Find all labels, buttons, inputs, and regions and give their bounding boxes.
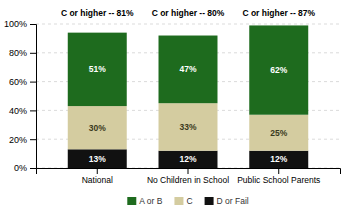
data-label: 12%: [179, 154, 196, 164]
y-tick: 20%: [9, 135, 36, 145]
y-tick-label: 60%: [9, 77, 27, 87]
bar: [68, 149, 127, 168]
legend-item: C: [174, 196, 192, 206]
x-tick-label: Public School Parents: [237, 175, 320, 185]
legend-label: D or Fail: [217, 196, 249, 206]
bar: [249, 151, 308, 168]
y-tick-label: 40%: [9, 106, 27, 116]
annotation: C or higher -- 80%: [152, 8, 225, 18]
legend-item: D or Fail: [205, 196, 249, 206]
y-axis: 0% 20% 40% 60% 80% 100%: [4, 19, 37, 173]
legend-swatch: [174, 197, 183, 205]
annotation: C or higher -- 81%: [61, 8, 134, 18]
bar: [249, 115, 308, 151]
plot: 0% 20% 40% 60% 80% 100% National No Children in…: [4, 8, 341, 185]
bar: [159, 103, 218, 151]
y-tick: 40%: [9, 106, 36, 116]
x-tick-mark: [278, 168, 279, 174]
x-axis: National No Children in School Public Scho…: [37, 168, 341, 185]
data-label: 47%: [179, 64, 196, 74]
x-tick: Public School Parents: [237, 168, 320, 185]
x-tick: National: [82, 168, 113, 185]
y-tick-mark: [30, 110, 36, 111]
y-tick-label: 80%: [9, 48, 27, 58]
y-tick-mark: [30, 24, 36, 25]
y-tick-mark: [30, 82, 36, 83]
y-tick-mark: [30, 53, 36, 54]
x-tick-label: No Children in School: [147, 175, 229, 185]
legend-item: A or B: [127, 196, 162, 206]
series: [68, 149, 308, 168]
data-label: 62%: [270, 65, 287, 75]
data-label: 33%: [179, 122, 196, 132]
bars: [68, 25, 308, 168]
y-tick-label: 0%: [14, 163, 27, 173]
y-tick-label: 100%: [4, 19, 27, 29]
y-tick-mark: [30, 139, 36, 140]
x-axis-line: [37, 169, 341, 175]
series: [68, 25, 308, 114]
y-tick: 80%: [9, 48, 36, 58]
legend-label: A or B: [139, 196, 162, 206]
legend-swatch: [205, 197, 214, 205]
bar: [249, 25, 308, 114]
y-tick-label: 20%: [9, 135, 27, 145]
y-tick-mark: [30, 168, 36, 169]
x-tick-label: National: [82, 175, 113, 185]
annotation: C or higher -- 87%: [242, 8, 315, 18]
data-label: 30%: [89, 123, 106, 133]
y-tick: 60%: [9, 77, 36, 87]
chart-container: 0% 20% 40% 60% 80% 100% National No Children in…: [0, 0, 350, 210]
grid: [36, 24, 340, 168]
data-label: 13%: [89, 154, 106, 164]
bar: [159, 151, 218, 168]
bar: [159, 36, 218, 104]
y-tick: 100%: [4, 19, 36, 29]
data-label: 51%: [89, 64, 106, 74]
bar: [68, 106, 127, 149]
data-label: 25%: [270, 128, 287, 138]
chart: 0% 20% 40% 60% 80% 100% National No Children in…: [0, 0, 350, 210]
x-tick-mark: [97, 168, 98, 174]
y-tick: 0%: [14, 163, 36, 173]
data-label: 12%: [270, 154, 287, 164]
data-labels: 13% 12% 12% 30% 33% 25% 51% 47% 62%: [89, 64, 288, 164]
grid-line: [36, 24, 340, 25]
y-axis-line: [30, 25, 37, 169]
x-tick: No Children in School: [147, 168, 229, 185]
legend: A or B C D or Fail: [127, 196, 249, 206]
x-tick-mark: [188, 168, 189, 174]
bar: [68, 33, 127, 106]
legend-swatch: [127, 197, 136, 205]
legend-label: C: [186, 196, 192, 206]
annotations: C or higher -- 81% C or higher -- 80% C or…: [61, 8, 316, 18]
